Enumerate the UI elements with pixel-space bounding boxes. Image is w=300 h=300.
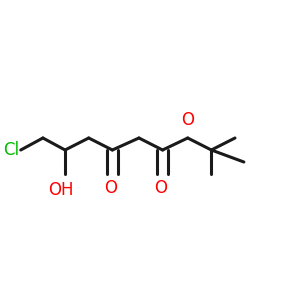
Text: Cl: Cl — [3, 141, 19, 159]
Text: O: O — [104, 179, 117, 197]
Text: OH: OH — [48, 181, 74, 199]
Text: O: O — [154, 179, 168, 197]
Text: O: O — [181, 111, 194, 129]
